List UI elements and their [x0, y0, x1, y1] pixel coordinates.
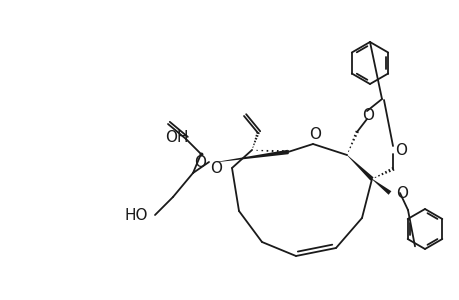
Polygon shape	[217, 150, 288, 162]
Text: O: O	[394, 142, 406, 158]
Text: O: O	[395, 185, 407, 200]
Text: O: O	[210, 160, 222, 175]
Text: HO: HO	[124, 208, 148, 223]
Text: O: O	[361, 107, 373, 122]
Polygon shape	[346, 155, 373, 181]
Text: O: O	[194, 154, 206, 169]
Polygon shape	[371, 179, 391, 195]
Text: O: O	[308, 127, 320, 142]
Text: OH: OH	[165, 130, 189, 145]
